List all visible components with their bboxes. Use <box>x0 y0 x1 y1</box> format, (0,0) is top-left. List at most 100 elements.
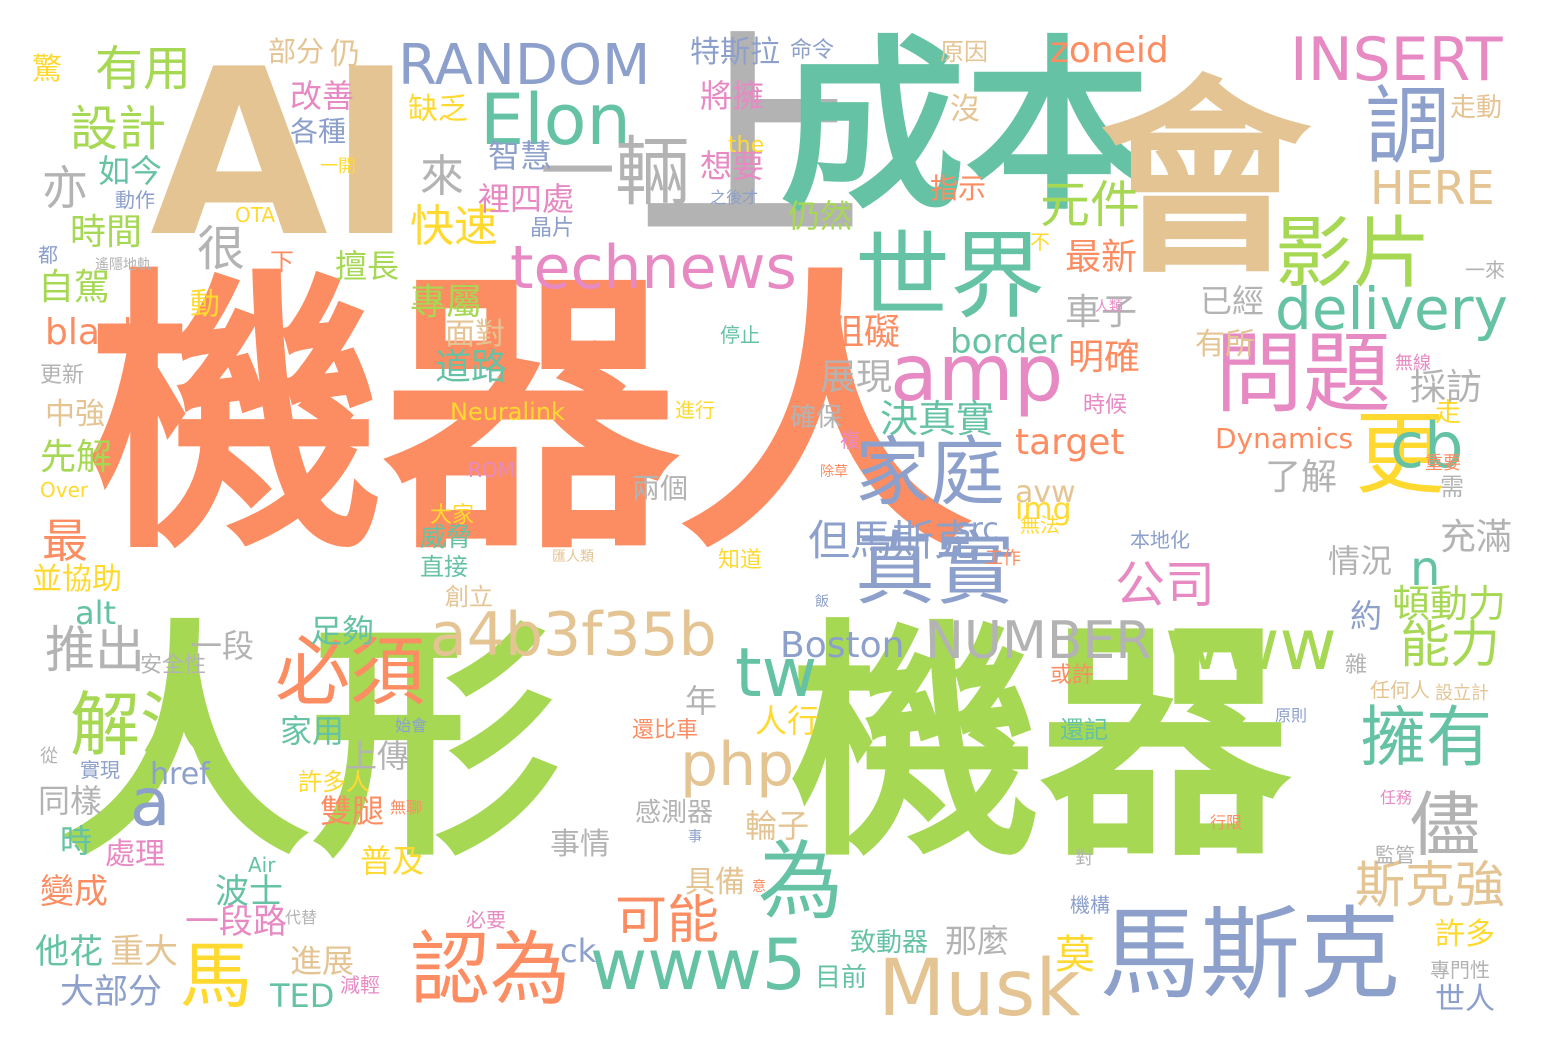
cloud-word: 有用 <box>95 45 191 93</box>
cloud-word: 知道 <box>718 550 762 572</box>
cloud-word: 世界 <box>855 230 1045 325</box>
cloud-word: 家庭 <box>855 435 1005 510</box>
cloud-word: a4b3f35b <box>430 605 717 665</box>
cloud-word: 減輕 <box>340 975 380 995</box>
cloud-word: 創立 <box>445 585 493 609</box>
cloud-word: 還記 <box>1060 718 1108 742</box>
cloud-word: 進行 <box>675 400 715 420</box>
cloud-word: 或許 <box>1050 665 1094 687</box>
cloud-word: 年 <box>685 685 717 717</box>
cloud-word: 但馬斯克 <box>808 520 976 562</box>
cloud-word: 一來 <box>1465 260 1505 280</box>
cloud-word: 為 <box>758 840 843 925</box>
cloud-word: 重要 <box>1425 455 1461 473</box>
cloud-word: 更新 <box>40 365 84 387</box>
cloud-word: 輪子 <box>745 810 809 842</box>
cloud-word: href <box>150 760 210 790</box>
cloud-word: blank <box>45 315 144 351</box>
cloud-word: 展現 <box>820 360 892 396</box>
cloud-word: 馬 <box>180 940 252 1012</box>
cloud-word: 時 <box>60 825 92 857</box>
cloud-word: 專門性 <box>1430 960 1490 980</box>
cloud-word: 監管 <box>1375 845 1415 865</box>
cloud-word: delivery <box>1275 280 1508 338</box>
cloud-word: 下 <box>270 250 294 274</box>
cloud-word: 許多人 <box>298 770 370 794</box>
cloud-word: 還比車 <box>632 720 698 742</box>
cloud-word: 公司 <box>1115 560 1215 610</box>
cloud-word: 直接 <box>420 555 468 579</box>
cloud-word: 除草 <box>820 465 848 479</box>
cloud-word: 能力 <box>1400 620 1500 670</box>
cloud-word: 停止 <box>720 325 760 345</box>
cloud-word: 無聊 <box>390 800 422 816</box>
cloud-word: 明確 <box>1068 340 1140 376</box>
cloud-word: 最 <box>42 518 88 564</box>
cloud-word: 原因 <box>940 40 988 64</box>
cloud-word: 晶片 <box>530 218 574 240</box>
cloud-word: NUMBER <box>925 615 1151 667</box>
cloud-word: 工作 <box>985 550 1021 568</box>
cloud-word: 任務 <box>1380 790 1412 806</box>
cloud-word: Air <box>248 855 275 875</box>
cloud-word: 從 <box>40 748 58 766</box>
cloud-word: 將擁 <box>700 80 764 112</box>
cloud-word: 同樣 <box>38 785 102 817</box>
cloud-word: the <box>728 135 764 157</box>
cloud-word: 大家 <box>430 505 474 527</box>
cloud-word: 一開 <box>320 158 356 176</box>
cloud-word: 約 <box>1350 600 1382 632</box>
cloud-word: Boston <box>780 628 904 664</box>
cloud-word: 驚 <box>32 55 62 85</box>
cloud-word: 重大 <box>110 935 178 969</box>
cloud-word: 實現 <box>80 760 120 780</box>
cloud-word: 確保 <box>790 405 842 431</box>
cloud-word: 任何人 <box>1370 680 1430 700</box>
cloud-word: 兩個 <box>632 475 688 503</box>
cloud-word: technews <box>510 238 797 298</box>
cloud-word: OTA <box>235 205 275 225</box>
cloud-word: Over <box>40 480 88 500</box>
cloud-word: 設立計 <box>1435 685 1489 703</box>
cloud-word: 人類 <box>1095 300 1123 314</box>
cloud-word: 時間 <box>70 215 142 251</box>
cloud-word: 需 <box>1440 475 1464 499</box>
cloud-word: 調 <box>1365 85 1450 170</box>
cloud-word: 情況 <box>1328 545 1392 577</box>
cloud-word: 世人 <box>1435 985 1495 1015</box>
cloud-word: 阻礙 <box>828 315 900 351</box>
cloud-word: TED <box>270 980 334 1012</box>
cloud-word: 馬斯克 <box>1100 905 1400 1005</box>
cloud-word: 目前 <box>815 965 867 991</box>
cloud-word: 仍然 <box>788 200 852 232</box>
cloud-word: 人行 <box>755 705 819 737</box>
cloud-word: 面對 <box>445 320 505 350</box>
cloud-word: 事情 <box>550 830 610 860</box>
cloud-word: 他花 <box>35 935 103 969</box>
cloud-word: 缺乏 <box>408 95 468 125</box>
cloud-word: php <box>680 735 794 795</box>
cloud-word: 時候 <box>1083 395 1127 417</box>
cloud-word: 行限 <box>1210 815 1242 831</box>
cloud-word: 來 <box>420 155 464 199</box>
cloud-word: 斯克強 <box>1355 860 1505 910</box>
cloud-word: 道路 <box>435 350 507 386</box>
cloud-word: 許多 <box>1435 920 1495 950</box>
cloud-word: 危險 <box>562 340 602 360</box>
cloud-word: 原則 <box>1275 708 1307 724</box>
cloud-word: alt <box>75 597 116 629</box>
cloud-word: 裡四處 <box>478 183 574 215</box>
cloud-word: 智慧 <box>488 140 552 172</box>
cloud-word: 擁有 <box>1360 705 1492 771</box>
cloud-word: 動作 <box>115 190 155 210</box>
cloud-word: 遙隱地軌 <box>95 258 151 272</box>
cloud-word: 設計 <box>70 105 166 153</box>
cloud-word: 無法 <box>1020 515 1060 535</box>
cloud-word: border <box>950 325 1062 359</box>
cloud-word: 儘 <box>1410 790 1480 860</box>
cloud-word: 飯 <box>815 595 829 609</box>
cloud-word: 都 <box>38 245 58 265</box>
cloud-word: 各種 <box>290 118 346 146</box>
cloud-word: 必要 <box>466 910 506 930</box>
